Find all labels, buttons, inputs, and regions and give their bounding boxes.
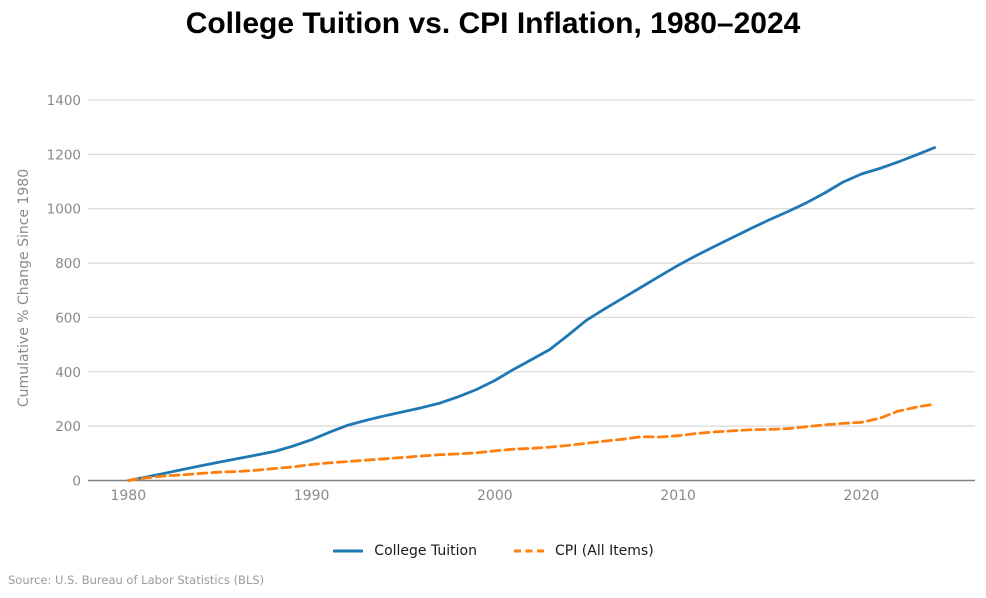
y-axis-title: Cumulative % Change Since 1980 — [16, 169, 32, 407]
legend-item-cpi: CPI (All Items) — [513, 543, 654, 559]
x-tick-label: 2020 — [844, 488, 880, 504]
y-tick-label: 800 — [55, 256, 81, 272]
y-tick-label: 600 — [55, 310, 81, 326]
chart-legend: College Tuition CPI (All Items) — [0, 543, 986, 559]
series-line-college-tuition — [126, 146, 937, 482]
y-tick-label: 1400 — [47, 93, 81, 109]
series-line-cpi-all-items — [126, 402, 937, 482]
y-tick-label: 200 — [55, 419, 81, 435]
cpi-line-swatch-icon — [514, 549, 544, 553]
source-note: Source: U.S. Bureau of Labor Statistics … — [8, 573, 265, 587]
legend-item-college-tuition: College Tuition — [332, 543, 477, 559]
y-tick-label: 1000 — [47, 202, 81, 218]
college-tuition-line-swatch-icon — [333, 549, 364, 553]
chart-title: College Tuition vs. CPI Inflation, 1980–… — [185, 7, 801, 40]
x-tick-label: 1990 — [294, 488, 330, 504]
y-tick-label: 0 — [72, 474, 81, 490]
y-tick-label: 1200 — [47, 147, 81, 163]
y-tick-label: 400 — [55, 365, 81, 381]
legend-label-cpi: CPI (All Items) — [555, 543, 654, 559]
x-tick-label: 2010 — [660, 488, 696, 504]
legend-label-college-tuition: College Tuition — [374, 543, 477, 559]
x-tick-label: 2000 — [477, 488, 513, 504]
x-tick-label: 1980 — [110, 488, 146, 504]
